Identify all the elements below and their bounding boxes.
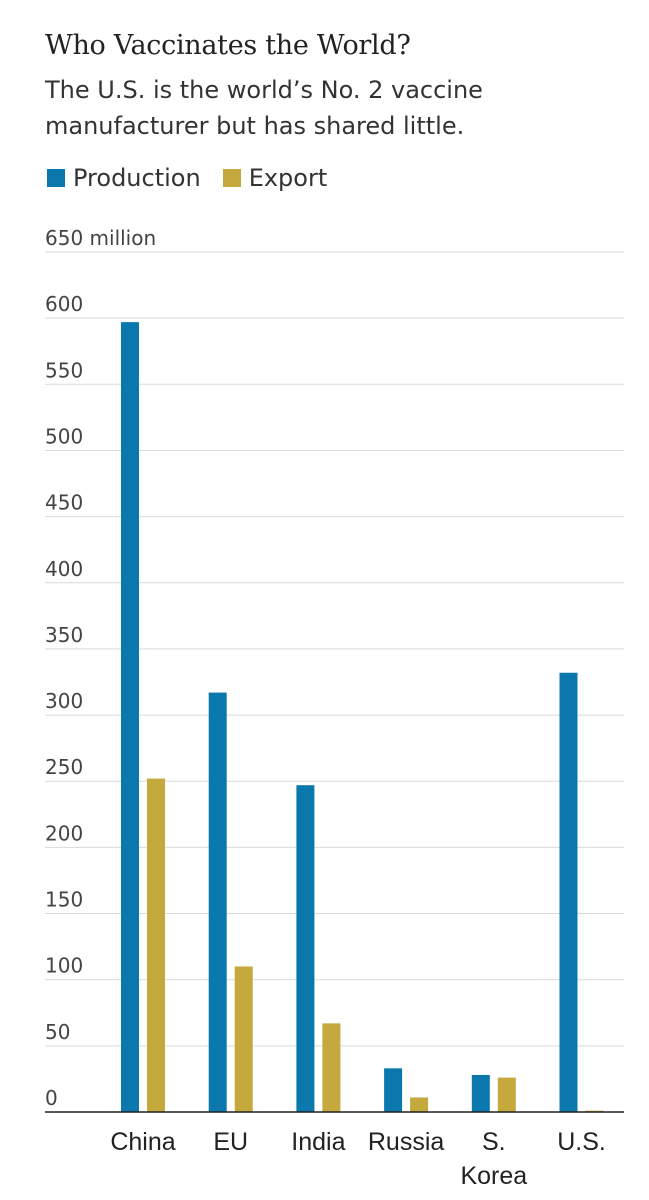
y-tick-label: 200	[45, 821, 83, 845]
y-tick-label: 650 million	[45, 226, 156, 250]
bar-export	[147, 778, 165, 1112]
bar-export	[497, 1077, 516, 1112]
x-tick-label: U.S.	[557, 1128, 606, 1156]
legend-label-production: Production	[73, 164, 201, 192]
bar-production	[121, 322, 139, 1113]
y-tick-label: 150	[45, 888, 83, 912]
x-tick-label-line: Korea	[460, 1162, 527, 1190]
bar-export	[234, 966, 253, 1112]
y-tick-label: 450	[45, 491, 83, 515]
x-tick-label-line: S.	[482, 1128, 506, 1156]
x-tick-label: S. Korea	[460, 1128, 527, 1190]
bar-export	[410, 1097, 429, 1112]
bar-export	[322, 1023, 341, 1112]
x-tick-label: India	[291, 1128, 345, 1156]
x-tick-label-line: EU	[213, 1128, 248, 1156]
x-tick-label: EU	[213, 1128, 248, 1156]
legend: Production Export	[47, 164, 349, 192]
bar-production	[208, 692, 227, 1112]
y-tick-label: 50	[45, 1020, 70, 1044]
chart-subtitle: The U.S. is the world’s No. 2 vaccine ma…	[45, 76, 483, 140]
legend-item-export: Export	[222, 164, 328, 192]
y-tick-label: 250	[45, 755, 83, 779]
x-tick-label: China	[110, 1128, 175, 1156]
x-tick-label-line: U.S.	[557, 1128, 606, 1156]
bar-production	[384, 1068, 403, 1112]
chart-title: Who Vaccinates the World?	[45, 30, 411, 61]
bar-production	[296, 785, 315, 1112]
y-tick-label: 300	[45, 689, 83, 713]
y-tick-label: 100	[45, 954, 83, 978]
x-tick-label-line: India	[291, 1128, 345, 1156]
legend-swatch-export	[222, 169, 241, 187]
legend-swatch-production	[47, 169, 65, 187]
y-tick-label: 550	[45, 358, 83, 382]
bar-production	[559, 672, 578, 1112]
y-tick-label: 600	[45, 292, 83, 316]
y-tick-label: 500	[45, 424, 83, 448]
legend-item-production: Production	[47, 164, 201, 192]
x-tick-label-line: China	[110, 1128, 175, 1156]
y-tick-label: 350	[45, 623, 83, 647]
legend-label-export: Export	[248, 164, 328, 192]
x-tick-label: Russia	[368, 1128, 445, 1156]
y-tick-label: 0	[45, 1086, 58, 1110]
x-tick-label-line: Russia	[368, 1128, 445, 1156]
bar-production	[471, 1074, 490, 1112]
y-tick-label: 400	[45, 557, 83, 581]
